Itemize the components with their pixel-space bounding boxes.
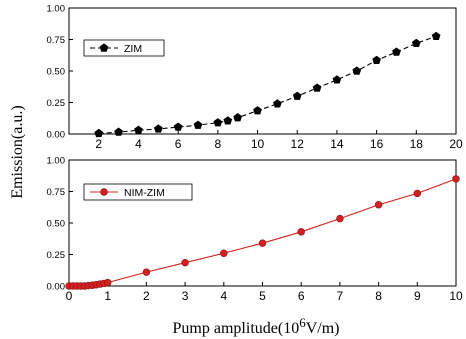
top-panel: 2 4 6 8 10 12 14 16 18 20 0.00 0.25 0.50 0.75 1.00 ZIM bbox=[47, 4, 463, 152]
y-tick-label: 0.50 bbox=[47, 67, 66, 78]
data-point bbox=[134, 125, 143, 134]
x-tick-label: 8 bbox=[215, 137, 222, 151]
data-point bbox=[213, 118, 223, 127]
y-tick-label: 1.00 bbox=[47, 4, 66, 15]
y-tick-label: 0.25 bbox=[47, 98, 66, 109]
top-legend: ZIM bbox=[83, 39, 165, 57]
top-panel-frame bbox=[68, 7, 457, 135]
legend-marker bbox=[99, 43, 109, 52]
legend-label: ZIM bbox=[124, 43, 142, 55]
x-tick-label: 10 bbox=[449, 289, 463, 303]
bottom-legend: NIM-ZIM bbox=[83, 183, 193, 201]
data-point bbox=[233, 113, 243, 122]
y-tick-label: 0.00 bbox=[47, 282, 66, 293]
data-point bbox=[411, 38, 421, 47]
data-point bbox=[336, 214, 344, 223]
legend-box bbox=[83, 183, 193, 201]
data-point bbox=[273, 99, 282, 108]
y-tick-label: 1.00 bbox=[47, 156, 66, 167]
data-point bbox=[142, 268, 151, 276]
x-tick-label: 4 bbox=[220, 289, 227, 303]
x-tick-label: 8 bbox=[375, 289, 382, 303]
x-tick-label: 14 bbox=[330, 137, 344, 151]
x-tick-label: 12 bbox=[291, 137, 305, 151]
y-tick-label: 0.75 bbox=[47, 35, 66, 46]
data-point bbox=[431, 31, 441, 41]
y-tick-label: 0.25 bbox=[47, 250, 66, 261]
data-point bbox=[312, 83, 322, 92]
x-axis-title: Pump amplitude(106V/m) bbox=[173, 315, 340, 337]
data-point bbox=[94, 128, 104, 138]
data-point bbox=[352, 66, 362, 75]
x-tick-label: 0 bbox=[66, 289, 73, 303]
x-axis-title-prefix: Pump amplitude(10 bbox=[173, 320, 300, 337]
bottom-series bbox=[65, 175, 460, 290]
y-axis-title: Emission(a.u.) bbox=[9, 105, 26, 198]
x-tick-label: 7 bbox=[337, 289, 344, 303]
data-point bbox=[223, 116, 233, 125]
x-tick-label: 16 bbox=[370, 137, 384, 151]
top-series bbox=[94, 31, 441, 138]
y-tick-label: 0.75 bbox=[47, 187, 66, 198]
x-tick-label: 20 bbox=[449, 137, 463, 151]
x-axis-title-exponent: 6 bbox=[299, 315, 306, 330]
data-point bbox=[103, 278, 112, 287]
data-point bbox=[181, 258, 189, 267]
y-tick-label: 0.00 bbox=[47, 130, 66, 141]
x-tick-label: 4 bbox=[135, 137, 142, 151]
x-tick-label: 2 bbox=[95, 137, 102, 151]
x-tick-label: 18 bbox=[410, 137, 424, 151]
data-point bbox=[372, 55, 381, 64]
x-tick-label: 5 bbox=[259, 289, 266, 303]
data-point bbox=[173, 122, 183, 131]
x-axis-title-suffix: V/m) bbox=[306, 320, 340, 337]
x-tick-label: 6 bbox=[175, 137, 182, 151]
x-tick-label: 9 bbox=[414, 289, 421, 303]
data-point bbox=[374, 201, 383, 209]
data-point bbox=[392, 47, 401, 56]
data-point bbox=[332, 75, 342, 84]
data-point bbox=[258, 239, 267, 247]
x-tick-label: 6 bbox=[298, 289, 305, 303]
top-ticks: 2 4 6 8 10 12 14 16 18 20 0.00 0.25 0.50 0.75 1.00 bbox=[47, 4, 463, 152]
x-tick-label: 2 bbox=[143, 289, 150, 303]
x-tick-label: 3 bbox=[182, 289, 189, 303]
bottom-panel-frame bbox=[68, 159, 457, 287]
data-point bbox=[220, 249, 228, 257]
bottom-panel: 0 1 2 3 4 5 6 7 8 9 10 0.00 0.25 0.50 0.75 1.00 NIM-ZIM bbox=[47, 156, 463, 304]
x-tick-label: 10 bbox=[251, 137, 265, 151]
data-point bbox=[297, 228, 305, 236]
legend-marker bbox=[100, 188, 108, 196]
data-point bbox=[193, 120, 203, 129]
data-point bbox=[153, 124, 163, 133]
data-point bbox=[452, 175, 460, 183]
data-point bbox=[253, 106, 262, 115]
y-tick-label: 0.50 bbox=[47, 219, 66, 230]
data-point bbox=[292, 91, 302, 100]
data-point bbox=[413, 189, 421, 198]
x-tick-label: 1 bbox=[104, 289, 111, 303]
legend-label: NIM-ZIM bbox=[124, 187, 165, 199]
data-point bbox=[114, 127, 123, 136]
